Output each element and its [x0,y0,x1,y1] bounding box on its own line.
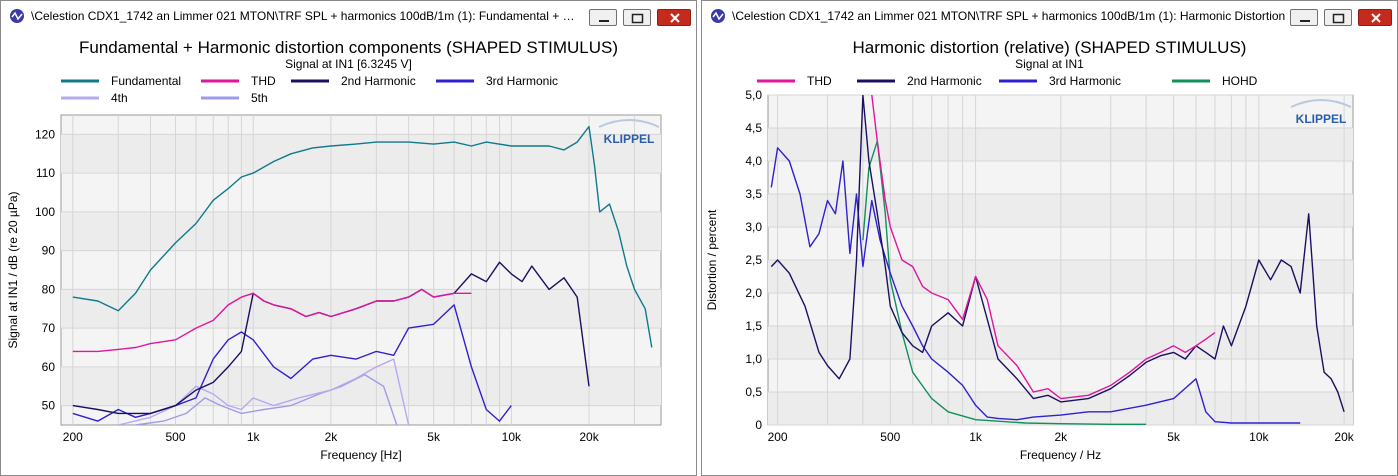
series-line-3rd-harmonic [770,147,1301,424]
series-line-fundamental [72,125,653,348]
series-line-thd [72,288,472,353]
x-axis-label: Frequency / Hz [1020,448,1101,462]
y-tick-label: 4,0 [745,154,762,168]
maximize-icon [1332,13,1345,24]
chart-relative-distortion: Harmonic distortion (relative) (SHAPED S… [705,38,1355,462]
legend-label: 2nd Harmonic [907,74,982,88]
x-tick-label: 10k [502,430,522,444]
chart-fundamental-harmonics: Fundamental + Harmonic distortion compon… [6,38,662,462]
x-axis-label: Frequency [Hz] [320,448,401,462]
close-icon [1371,13,1381,23]
maximize-button[interactable] [623,9,651,26]
y-tick-label: 1,5 [745,319,762,333]
minimize-button[interactable] [1290,9,1318,26]
x-tick-label: 5k [1167,430,1181,444]
y-tick-label: 3,0 [745,220,762,234]
y-tick-label: 4,5 [745,121,762,135]
y-tick-label: 2,0 [745,286,762,300]
x-tick-label: 500 [880,430,900,444]
legend-label: THD [807,74,832,88]
y-tick-label: 3,5 [745,187,762,201]
legend-label: HOHD [1222,74,1258,88]
series-line-2nd-harmonic [770,95,1345,413]
y-axis-label: Distortion / percent [705,209,719,310]
plot-band [61,211,661,251]
window-title: \Celestion CDX1_1742 an Limmer 021 MTON\… [31,9,581,23]
y-tick-label: 60 [42,360,56,374]
klippel-app-icon [711,9,725,23]
y-tick-label: 80 [42,282,56,296]
klippel-logo-text: KLIPPEL [1296,112,1347,126]
x-tick-label: 2k [325,430,339,444]
minimize-icon [1300,20,1310,22]
y-axis-label: Signal at IN1 / dB (re 20 µPa) [6,192,20,349]
y-tick-label: 90 [42,244,56,258]
x-tick-label: 20k [579,430,599,444]
chart-window-fundamental: \Celestion CDX1_1742 an Limmer 021 MTON\… [0,0,697,476]
klippel-logo: KLIPPEL [598,119,660,146]
y-tick-label: 120 [35,127,55,141]
legend-label: 2nd Harmonic [341,74,416,88]
x-tick-label: 1k [247,430,261,444]
series-group [72,125,653,425]
y-tick-label: 70 [42,321,56,335]
window-titlebar[interactable]: \Celestion CDX1_1742 an Limmer 021 MTON\… [702,1,1397,31]
klippel-logo: KLIPPEL [1290,99,1352,126]
plot-band [61,134,661,174]
window-title: \Celestion CDX1_1742 an Limmer 021 MTON\… [732,9,1286,23]
x-tick-label: 200 [768,430,788,444]
klippel-logo-arc [598,119,660,128]
y-tick-label: 5,0 [745,88,762,102]
klippel-logo-arc [1290,99,1352,108]
chart-subtitle: Signal at IN1 [6.3245 V] [285,57,412,71]
close-button[interactable] [657,9,691,26]
x-tick-label: 20k [1334,430,1354,444]
chart-window-relative-distortion: \Celestion CDX1_1742 an Limmer 021 MTON\… [701,0,1398,476]
y-tick-label: 0 [755,418,762,432]
x-tick-label: 5k [427,430,441,444]
legend-label: 3rd Harmonic [1049,74,1121,88]
chart-subtitle: Signal at IN1 [1015,57,1084,71]
chart-title: Fundamental + Harmonic distortion compon… [79,38,618,57]
x-tick-label: 2k [1055,430,1069,444]
legend-label: Fundamental [111,74,181,88]
x-tick-label: 10k [1249,430,1269,444]
maximize-button[interactable] [1324,9,1352,26]
legend-label: THD [251,74,276,88]
x-tick-label: 1k [969,430,983,444]
series-line-4th [118,358,410,425]
y-tick-label: 2,5 [745,253,762,267]
series-line-thd [871,95,1216,400]
chart-title: Harmonic distortion (relative) (SHAPED S… [853,38,1247,57]
series-line-5th [135,373,398,425]
close-button[interactable] [1358,9,1392,26]
y-tick-label: 110 [36,166,55,180]
minimize-icon [599,20,609,22]
plot-band [61,289,661,329]
klippel-logo-text: KLIPPEL [604,132,655,146]
y-tick-label: 100 [35,205,55,219]
x-tick-label: 500 [166,430,186,444]
legend-label: 5th [251,91,268,105]
y-tick-label: 0,5 [745,385,762,399]
maximize-icon [631,13,644,24]
series-group [770,95,1345,425]
legend-label: 4th [111,91,128,105]
y-tick-label: 50 [42,399,56,413]
close-icon [670,13,680,23]
klippel-app-icon [10,9,24,23]
minimize-button[interactable] [589,9,617,26]
window-titlebar[interactable]: \Celestion CDX1_1742 an Limmer 021 MTON\… [1,1,696,31]
plot-band [61,366,661,406]
y-tick-label: 1,0 [745,352,762,366]
x-tick-label: 200 [63,430,83,444]
legend-label: 3rd Harmonic [486,74,558,88]
